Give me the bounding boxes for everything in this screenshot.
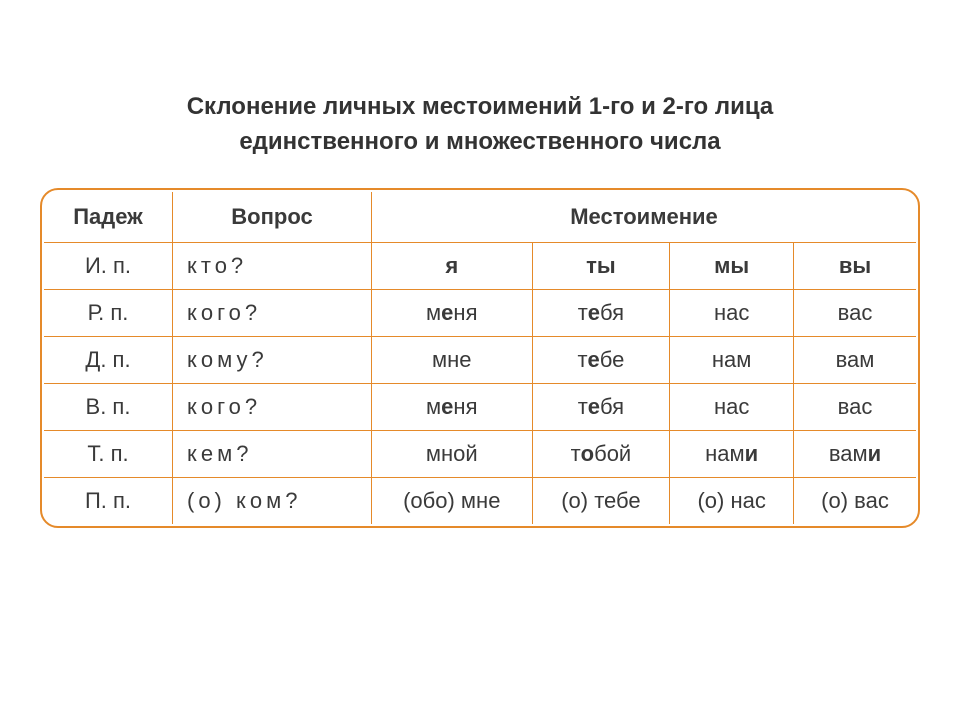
declension-table: Падеж Вопрос Местоимение И. п.кто?ятымыв… — [42, 190, 918, 526]
case-cell: П. п. — [43, 477, 173, 525]
pronoun-cell: вас — [794, 383, 918, 430]
pronoun-cell: я — [372, 242, 533, 289]
pronoun-cell: нас — [670, 383, 794, 430]
title-line2: единственного и множественного числа — [187, 125, 774, 160]
pronoun-cell: тебя — [532, 289, 670, 336]
pronoun-cell: нас — [670, 289, 794, 336]
pronoun-cell: вы — [794, 242, 918, 289]
pronoun-cell: мы — [670, 242, 794, 289]
pronoun-cell: (о) вас — [794, 477, 918, 525]
table-row: П. п.(о) ком?(обо) мне(о) тебе(о) нас(о)… — [43, 477, 917, 525]
case-cell: В. п. — [43, 383, 173, 430]
title-line1: Склонение личных местоимений 1-го и 2-го… — [187, 90, 774, 125]
pronoun-cell: меня — [372, 289, 533, 336]
table-row: В. п.кого?менятебянасвас — [43, 383, 917, 430]
pronoun-cell: нам — [670, 336, 794, 383]
declension-table-container: Падеж Вопрос Местоимение И. п.кто?ятымыв… — [40, 188, 920, 528]
pronoun-cell: вам — [794, 336, 918, 383]
case-cell: Р. п. — [43, 289, 173, 336]
pronoun-cell: (о) нас — [670, 477, 794, 525]
pronoun-cell: вас — [794, 289, 918, 336]
pronoun-cell: мне — [372, 336, 533, 383]
pronoun-cell: нами — [670, 430, 794, 477]
title: Склонение личных местоимений 1-го и 2-го… — [187, 90, 774, 160]
pronoun-cell: вами — [794, 430, 918, 477]
case-cell: Т. п. — [43, 430, 173, 477]
case-cell: И. п. — [43, 242, 173, 289]
header-question: Вопрос — [173, 191, 372, 243]
question-cell: кем? — [173, 430, 372, 477]
header-row: Падеж Вопрос Местоимение — [43, 191, 917, 243]
table-row: Д. п.кому?мнетебенамвам — [43, 336, 917, 383]
question-cell: кому? — [173, 336, 372, 383]
header-pronoun: Местоимение — [372, 191, 918, 243]
pronoun-cell: меня — [372, 383, 533, 430]
pronoun-cell: ты — [532, 242, 670, 289]
table-body: И. п.кто?ятымывыР. п.кого?менятебянасвас… — [43, 242, 917, 525]
pronoun-cell: тобой — [532, 430, 670, 477]
question-cell: кого? — [173, 289, 372, 336]
question-cell: кто? — [173, 242, 372, 289]
pronoun-cell: тебя — [532, 383, 670, 430]
question-cell: (о) ком? — [173, 477, 372, 525]
table-row: Т. п.кем?мнойтобойнамивами — [43, 430, 917, 477]
case-cell: Д. п. — [43, 336, 173, 383]
table-row: И. п.кто?ятымывы — [43, 242, 917, 289]
pronoun-cell: мной — [372, 430, 533, 477]
pronoun-cell: (о) тебе — [532, 477, 670, 525]
table-row: Р. п.кого?менятебянасвас — [43, 289, 917, 336]
header-case: Падеж — [43, 191, 173, 243]
pronoun-cell: тебе — [532, 336, 670, 383]
pronoun-cell: (обо) мне — [372, 477, 533, 525]
question-cell: кого? — [173, 383, 372, 430]
